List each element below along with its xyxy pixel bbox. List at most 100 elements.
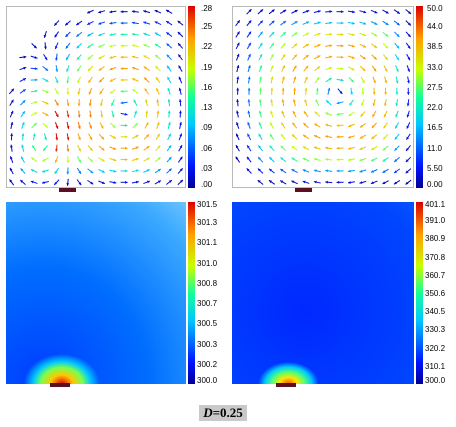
velocity-arrowhead — [120, 78, 124, 82]
colorbar-tick-label: .19 — [201, 62, 213, 72]
velocity-arrowhead — [359, 169, 363, 173]
velocity-arrowhead — [146, 180, 150, 184]
velocity-arrowhead — [78, 159, 81, 163]
velocity-arrowhead — [99, 79, 103, 83]
velocity-arrowhead — [350, 91, 353, 95]
velocity-arrowhead — [305, 54, 309, 58]
velocity-arrowhead — [352, 21, 355, 25]
velocity-arrowhead — [372, 92, 376, 95]
velocity-arrowhead — [258, 99, 262, 103]
velocity-arrowhead — [87, 68, 91, 72]
velocity-arrowhead — [45, 124, 49, 128]
velocity-arrowhead — [371, 147, 375, 151]
velocity-arrowhead — [247, 65, 251, 69]
velocity-arrowhead — [44, 137, 47, 141]
velocity-arrowhead — [34, 112, 38, 115]
velocity-arrowhead — [101, 147, 105, 151]
velocity-arrowhead — [406, 136, 410, 140]
velocity-arrowhead — [248, 31, 252, 35]
velocity-arrowhead — [373, 68, 377, 72]
velocity-arrowhead — [328, 78, 332, 81]
colorbar-tick-label: 370.8 — [425, 252, 446, 262]
velocity-arrowhead — [325, 135, 329, 139]
velocity-arrowhead — [329, 55, 333, 59]
velocity-arrowhead — [65, 22, 69, 26]
velocity-arrowhead — [32, 145, 35, 149]
velocity-arrowhead — [77, 91, 81, 95]
velocity-arrowhead — [55, 91, 59, 95]
velocity-arrowhead — [33, 45, 37, 49]
temperature-field-2 — [232, 202, 414, 384]
plot-frame-1 — [6, 6, 186, 188]
colorbar-tick-label: 300.5 — [197, 319, 218, 329]
velocity-arrowhead — [360, 124, 363, 128]
velocity-arrowhead — [20, 180, 24, 183]
velocity-arrowhead — [9, 156, 13, 160]
velocity-arrowhead — [374, 45, 378, 48]
velocity-arrowhead — [120, 101, 124, 105]
velocity-arrowhead — [281, 99, 285, 103]
velocity-arrowhead — [361, 79, 365, 83]
velocity-arrowhead — [120, 44, 124, 48]
velocity-arrowhead — [362, 56, 366, 60]
velocity-arrowhead — [248, 42, 251, 46]
colorbar-tick-label: .00 — [201, 180, 213, 189]
velocity-arrowhead — [10, 122, 14, 125]
caption-value: =0.25 — [212, 405, 243, 420]
colorbar-tick-label: 33.0 — [427, 62, 443, 72]
velocity-arrowhead — [385, 22, 389, 25]
velocity-arrowhead — [394, 147, 398, 151]
velocity-arrowhead — [45, 113, 49, 116]
velocity-arrowhead — [384, 56, 388, 60]
velocity-arrowhead — [325, 169, 328, 173]
velocity-arrowhead — [168, 156, 172, 160]
velocity-arrowhead — [236, 133, 239, 137]
velocity-arrowhead — [281, 87, 285, 91]
velocity-arrowhead — [373, 56, 377, 60]
velocity-arrowhead — [340, 10, 344, 14]
velocity-arrowhead — [124, 146, 128, 150]
colorbar-tick-label: .09 — [201, 123, 213, 133]
velocity-arrowhead — [34, 67, 38, 71]
velocity-arrowhead — [89, 136, 93, 140]
velocity-arrowhead — [257, 180, 261, 183]
velocity-arrowhead — [167, 76, 170, 80]
velocity-arrowhead — [406, 92, 410, 95]
velocity-arrowhead — [336, 112, 340, 116]
velocity-arrowhead — [383, 136, 387, 140]
velocity-arrowhead — [292, 122, 296, 126]
velocity-arrowhead — [336, 180, 340, 184]
velocity-arrowhead — [270, 65, 274, 69]
colorbar-3 — [188, 202, 195, 384]
velocity-arrowhead — [166, 21, 170, 24]
colorbar-tick-label: 300.2 — [197, 359, 218, 369]
velocity-arrowhead — [55, 114, 59, 118]
colorbar-tick-label: .16 — [201, 82, 213, 92]
velocity-arrowhead — [66, 160, 70, 164]
velocity-arrowhead — [66, 80, 70, 84]
velocity-arrowhead — [407, 45, 411, 49]
velocity-arrowhead — [55, 69, 59, 73]
velocity-arrowhead — [270, 122, 273, 126]
velocity-arrowhead — [374, 22, 378, 25]
velocity-arrowhead — [259, 54, 263, 58]
velocity-arrowhead — [30, 180, 34, 184]
colorbar-tick-label: .13 — [201, 103, 213, 113]
velocity-arrowhead — [283, 9, 287, 13]
velocity-arrowhead — [291, 146, 295, 149]
velocity-arrowhead — [291, 169, 295, 172]
velocity-arrowhead — [269, 145, 273, 149]
velocity-arrowhead — [54, 46, 58, 50]
velocity-arrowhead — [236, 42, 240, 46]
velocity-arrowhead — [336, 158, 340, 162]
velocity-arrowhead — [348, 158, 351, 162]
velocity-arrowhead — [143, 66, 147, 70]
colorbar-tick-label: 360.7 — [425, 270, 446, 280]
velocity-arrowhead — [55, 137, 59, 141]
velocity-arrowhead — [168, 168, 172, 172]
velocity-arrowhead — [146, 157, 150, 161]
velocity-arrowhead — [22, 111, 25, 115]
velocity-arrowhead — [259, 20, 263, 24]
velocity-arrowhead — [65, 45, 69, 49]
velocity-arrowhead — [336, 146, 340, 150]
